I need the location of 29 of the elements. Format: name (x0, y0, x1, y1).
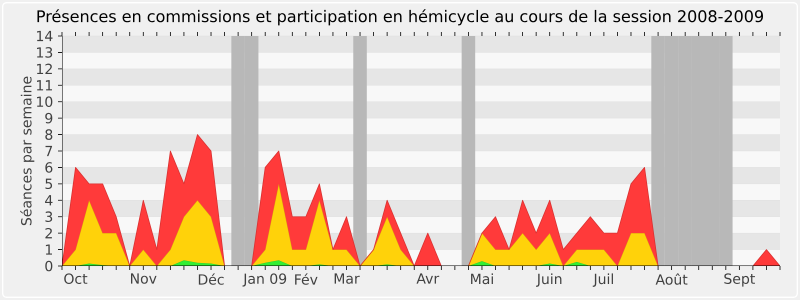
y-tick-label: 4 (45, 195, 52, 206)
chart-title: Présences en commissions et participation en hémicycle au cours de la session 2008-2009 (37, 9, 763, 26)
y-tick-label: 2 (45, 228, 52, 238)
x-tick-label: Oct (64, 273, 88, 284)
y-tick-label: 3 (45, 211, 52, 222)
x-tick-label: Jan 09 (242, 273, 286, 287)
x-tick-label: Nov (131, 273, 157, 284)
y-tick-label: 1 (46, 244, 52, 255)
y-tick-label: 8 (45, 129, 52, 140)
y-tick-label: 14 (37, 30, 52, 42)
x-tick-label: Fév (295, 273, 318, 285)
y-tick-label: 13 (37, 47, 52, 58)
y-tick-label: 0 (45, 260, 52, 272)
y-tick-label: 6 (45, 162, 52, 173)
x-tick-label: Avr (416, 273, 440, 284)
x-tick-label: Août (656, 273, 688, 285)
x-tick-label: Juil (592, 273, 613, 287)
x-tick-label: Sept (724, 273, 755, 287)
x-tick-label: Mai (471, 273, 493, 284)
y-tick-label: 10 (37, 96, 52, 107)
y-tick-label: 11 (37, 80, 52, 90)
y-axis-title: Séances par semaine (20, 76, 34, 226)
y-tick-label: 5 (45, 178, 52, 190)
y-tick-label: 7 (46, 146, 52, 156)
x-tick-label: Juin (536, 273, 562, 287)
x-tick-label: Déc (198, 273, 224, 285)
y-tick-label: 12 (37, 64, 52, 74)
x-tick-label: Mar (334, 273, 360, 284)
y-tick-label: 9 (45, 112, 52, 124)
